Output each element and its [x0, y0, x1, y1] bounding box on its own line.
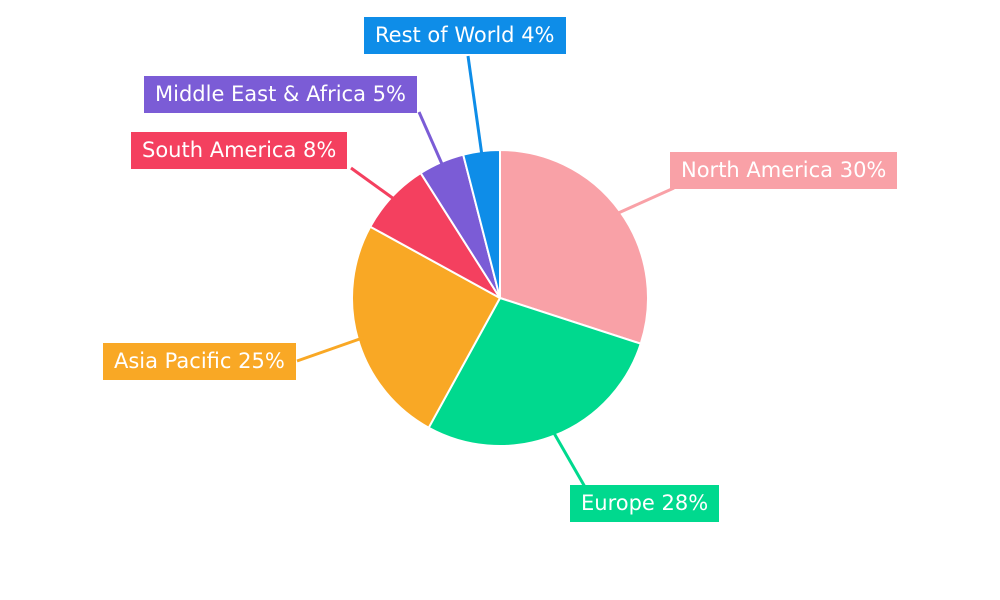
slice-label-europe: Europe 28% — [570, 485, 720, 522]
leader-line-asia-pacific — [296, 336, 365, 363]
slice-label-asia-pacific: Asia Pacific 25% — [103, 343, 296, 380]
leader-line-south-america — [350, 166, 398, 202]
slice-label-rest-of-world: Rest of World 4% — [364, 17, 566, 54]
slice-label-middle-east-africa: Middle East & Africa 5% — [144, 76, 417, 113]
leader-line-middle-east-africa — [417, 111, 445, 169]
leader-line-north-america — [614, 186, 675, 216]
slice-label-south-america: South America 8% — [131, 132, 348, 169]
leader-line-europe — [550, 429, 587, 488]
slice-label-north-america: North America 30% — [670, 152, 898, 189]
leader-line-rest-of-world — [466, 55, 484, 158]
